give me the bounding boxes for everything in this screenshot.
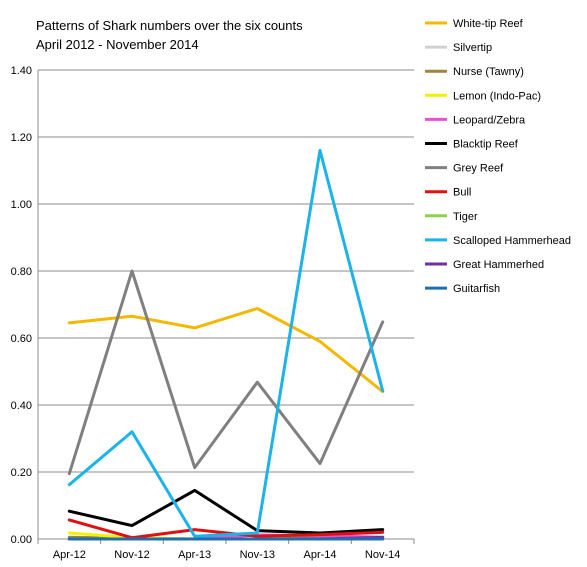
x-tick-label: Nov-12 bbox=[114, 549, 149, 561]
gridlines bbox=[38, 69, 414, 473]
y-tick-label: 0.00 bbox=[11, 534, 32, 546]
series-line bbox=[67, 269, 385, 476]
legend: White-tip Reef Silvertip Nurse (Tawny) Lemo… bbox=[425, 18, 571, 295]
y-tick-label: 0.80 bbox=[11, 266, 32, 278]
series-line bbox=[67, 488, 385, 535]
legend-label: Scalloped Hammerhead bbox=[453, 235, 571, 247]
y-tick-label: 1.40 bbox=[11, 65, 32, 77]
legend-label: Grey Reef bbox=[453, 163, 504, 175]
y-tick-label: 0.60 bbox=[11, 333, 32, 345]
y-tick-label: 1.20 bbox=[11, 132, 32, 144]
legend-label: Tiger bbox=[453, 211, 478, 223]
y-tick-labels: 0.00 0.20 0.40 0.60 0.80 1.00 1.20 1.40 bbox=[11, 65, 32, 546]
legend-label: Great Hammerhed bbox=[453, 259, 544, 271]
x-tick-label: Nov-14 bbox=[365, 549, 400, 561]
y-tick-label: 0.20 bbox=[11, 467, 32, 479]
x-tick-label: Nov-13 bbox=[240, 549, 275, 561]
y-tick-label: 1.00 bbox=[11, 199, 32, 211]
legend-label: Leopard/Zebra bbox=[453, 114, 526, 126]
x-tick-label: Apr-14 bbox=[303, 549, 336, 561]
series-lines bbox=[67, 148, 385, 541]
series-line bbox=[67, 518, 385, 540]
legend-label: Silvertip bbox=[453, 42, 492, 54]
chart-title-line-2: April 2012 - November 2014 bbox=[36, 37, 199, 52]
legend-label: Guitarfish bbox=[453, 283, 500, 295]
legend-label: Nurse (Tawny) bbox=[453, 66, 524, 78]
series-line bbox=[67, 148, 385, 538]
chart-title-line-1: Patterns of Shark numbers over the six c… bbox=[36, 18, 303, 33]
axes bbox=[37, 70, 415, 544]
legend-label: Bull bbox=[453, 187, 471, 199]
series-line bbox=[67, 307, 385, 394]
x-tick-label: Apr-13 bbox=[178, 549, 211, 561]
legend-label: Blacktip Reef bbox=[453, 139, 519, 151]
legend-label: Lemon (Indo-Pac) bbox=[453, 90, 541, 102]
x-tick-label: Apr-12 bbox=[53, 549, 86, 561]
x-tick-labels: Apr-12 Nov-12 Apr-13 Nov-13 Apr-14 Nov-14 bbox=[53, 549, 401, 561]
y-tick-label: 0.40 bbox=[11, 400, 32, 412]
legend-label: White-tip Reef bbox=[453, 18, 524, 30]
